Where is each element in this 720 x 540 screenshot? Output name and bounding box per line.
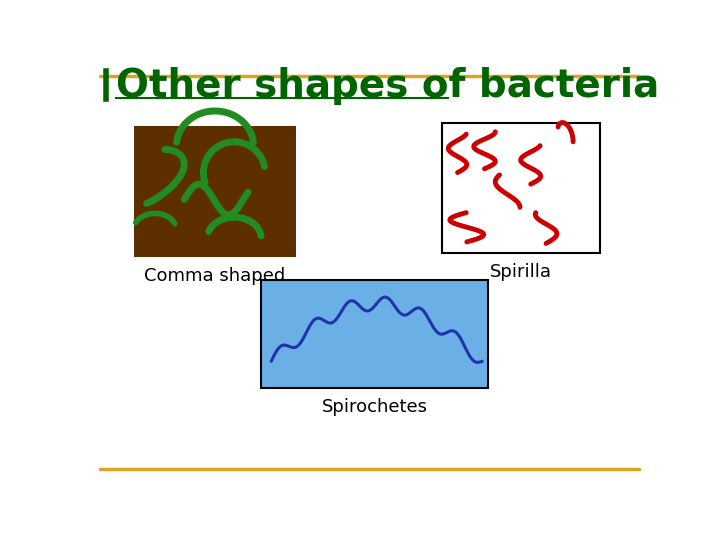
Bar xyxy=(261,280,488,388)
Text: Other shapes of bacteria: Other shapes of bacteria xyxy=(117,68,660,105)
Text: Spirilla: Spirilla xyxy=(490,264,552,281)
Text: Spirochetes: Spirochetes xyxy=(322,398,428,416)
Text: Comma shaped: Comma shaped xyxy=(145,267,286,285)
Bar xyxy=(134,126,296,257)
Bar xyxy=(442,123,600,253)
